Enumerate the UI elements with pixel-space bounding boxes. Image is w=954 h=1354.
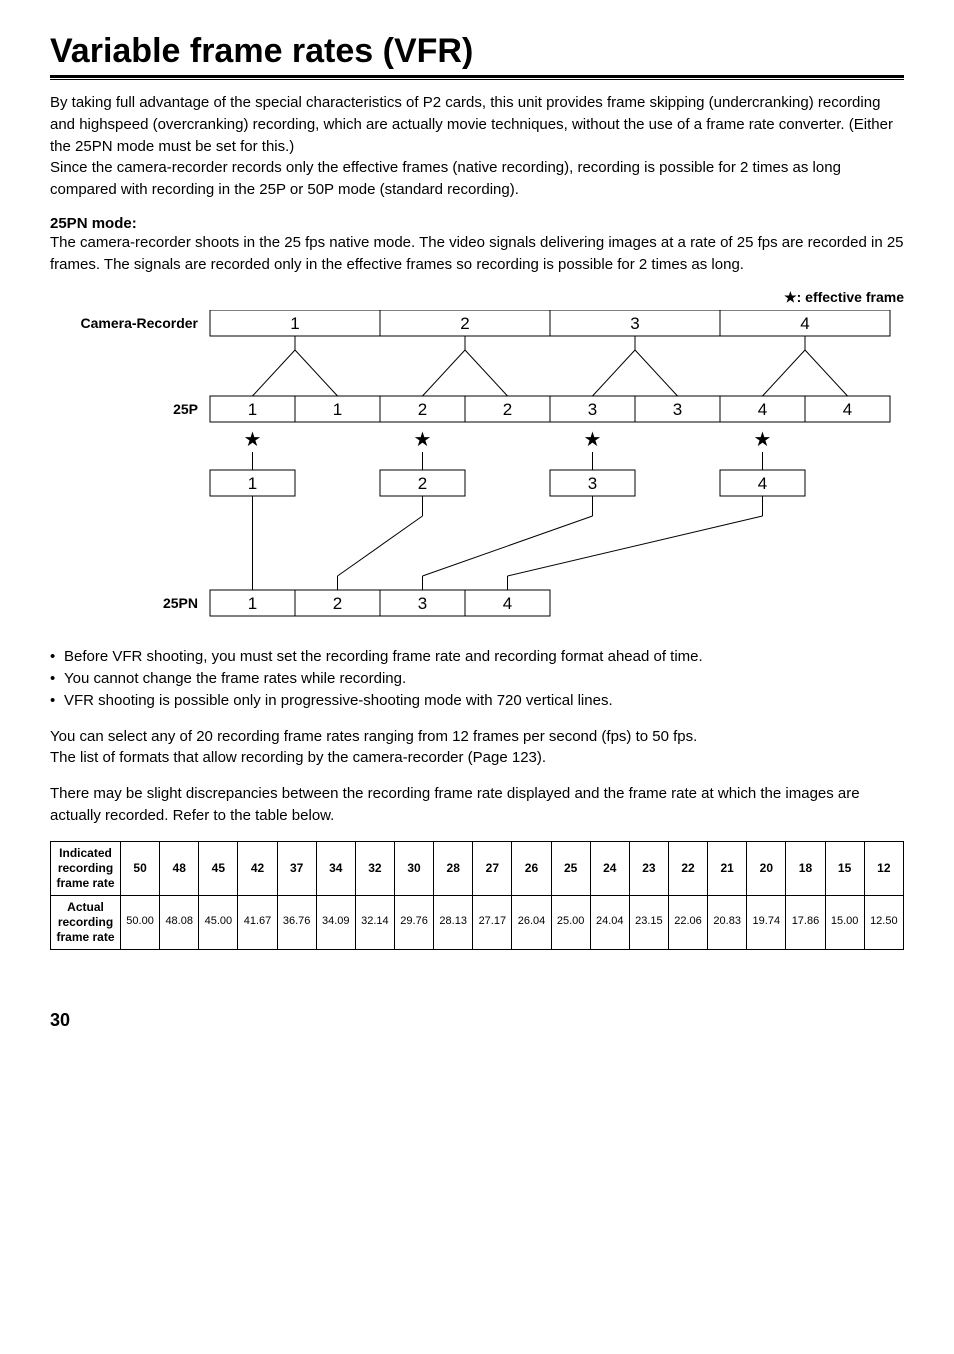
table-cell: 17.86 [786,895,825,949]
table-cell: 30 [394,841,433,895]
table-cell: 28 [434,841,473,895]
svg-text:2: 2 [418,474,427,493]
table-cell: 32 [355,841,394,895]
table-cell: 34.09 [316,895,355,949]
svg-text:2: 2 [503,400,512,419]
svg-text:3: 3 [588,474,597,493]
page-title: Variable frame rates (VFR) [50,32,904,71]
table-cell: 20 [747,841,786,895]
list-item: Before VFR shooting, you must set the re… [50,646,904,668]
table-cell: 20.83 [708,895,747,949]
svg-text:4: 4 [503,594,512,613]
table-cell: 26.04 [512,895,551,949]
table-cell: 45.00 [199,895,238,949]
effective-frame-legend: ★: effective frame [50,289,904,306]
table-cell: 25.00 [551,895,590,949]
table-cell: 22.06 [668,895,707,949]
table-row-head-actual: Actual recording frame rate [51,895,121,949]
table-cell: 24 [590,841,629,895]
table-cell: 36.76 [277,895,316,949]
svg-text:4: 4 [800,314,809,333]
table-cell: 28.13 [434,895,473,949]
table-cell: 19.74 [747,895,786,949]
svg-text:25P: 25P [173,401,198,417]
table-cell: 41.67 [238,895,277,949]
body-after-bullets-2: There may be slight discrepancies betwee… [50,783,904,827]
svg-text:3: 3 [630,314,639,333]
list-item: You cannot change the frame rates while … [50,668,904,690]
svg-text:2: 2 [460,314,469,333]
frame-diagram-svg: Camera-Recorder 1 2 3 4 25P 1 1 2 2 3 3 4 4 ★ ★ ★ ★ 1 2 3 4 25… [50,310,904,630]
frame-rate-table: Indicated recording frame rate 504845423… [50,841,904,950]
svg-text:4: 4 [758,474,767,493]
notes-list: Before VFR shooting, you must set the re… [50,646,904,711]
frame-diagram: Camera-Recorder 1 2 3 4 25P 1 1 2 2 3 3 4 4 ★ ★ ★ ★ 1 2 3 4 25… [50,310,904,630]
table-cell: 26 [512,841,551,895]
table-cell: 22 [668,841,707,895]
table-cell: 24.04 [590,895,629,949]
table-cell: 27 [473,841,512,895]
svg-text:3: 3 [673,400,682,419]
table-row-head-indicated: Indicated recording frame rate [51,841,121,895]
svg-text:1: 1 [248,400,257,419]
table-cell: 42 [238,841,277,895]
table-cell: 18 [786,841,825,895]
table-cell: 32.14 [355,895,394,949]
mode-heading: 25PN mode: [50,215,904,232]
table-cell: 23 [629,841,668,895]
table-cell: 29.76 [394,895,433,949]
svg-text:1: 1 [248,474,257,493]
table-cell: 25 [551,841,590,895]
svg-text:★: ★ [584,429,602,451]
svg-text:1: 1 [290,314,299,333]
svg-text:Camera-Recorder: Camera-Recorder [81,315,199,331]
svg-text:★: ★ [244,429,262,451]
svg-text:★: ★ [754,429,772,451]
svg-text:4: 4 [758,400,767,419]
table-cell: 48.08 [160,895,199,949]
table-cell: 21 [708,841,747,895]
table-cell: 15 [825,841,864,895]
page-number: 30 [50,1010,904,1031]
intro-text: By taking full advantage of the special … [50,92,904,201]
svg-text:4: 4 [843,400,852,419]
body-after-bullets-1: You can select any of 20 recording frame… [50,726,904,770]
table-cell: 34 [316,841,355,895]
table-cell: 37 [277,841,316,895]
svg-text:2: 2 [333,594,342,613]
list-item: VFR shooting is possible only in progres… [50,690,904,712]
svg-text:25PN: 25PN [163,595,198,611]
table-cell: 15.00 [825,895,864,949]
mode-body: The camera-recorder shoots in the 25 fps… [50,232,904,276]
title-rule [50,75,904,80]
table-cell: 12 [864,841,903,895]
svg-text:3: 3 [588,400,597,419]
table-cell: 23.15 [629,895,668,949]
svg-text:1: 1 [248,594,257,613]
svg-text:★: ★ [414,429,432,451]
table-cell: 27.17 [473,895,512,949]
table-cell: 12.50 [864,895,903,949]
table-cell: 50 [121,841,160,895]
table-cell: 45 [199,841,238,895]
svg-text:3: 3 [418,594,427,613]
table-cell: 48 [160,841,199,895]
svg-text:2: 2 [418,400,427,419]
table-cell: 50.00 [121,895,160,949]
svg-text:1: 1 [333,400,342,419]
